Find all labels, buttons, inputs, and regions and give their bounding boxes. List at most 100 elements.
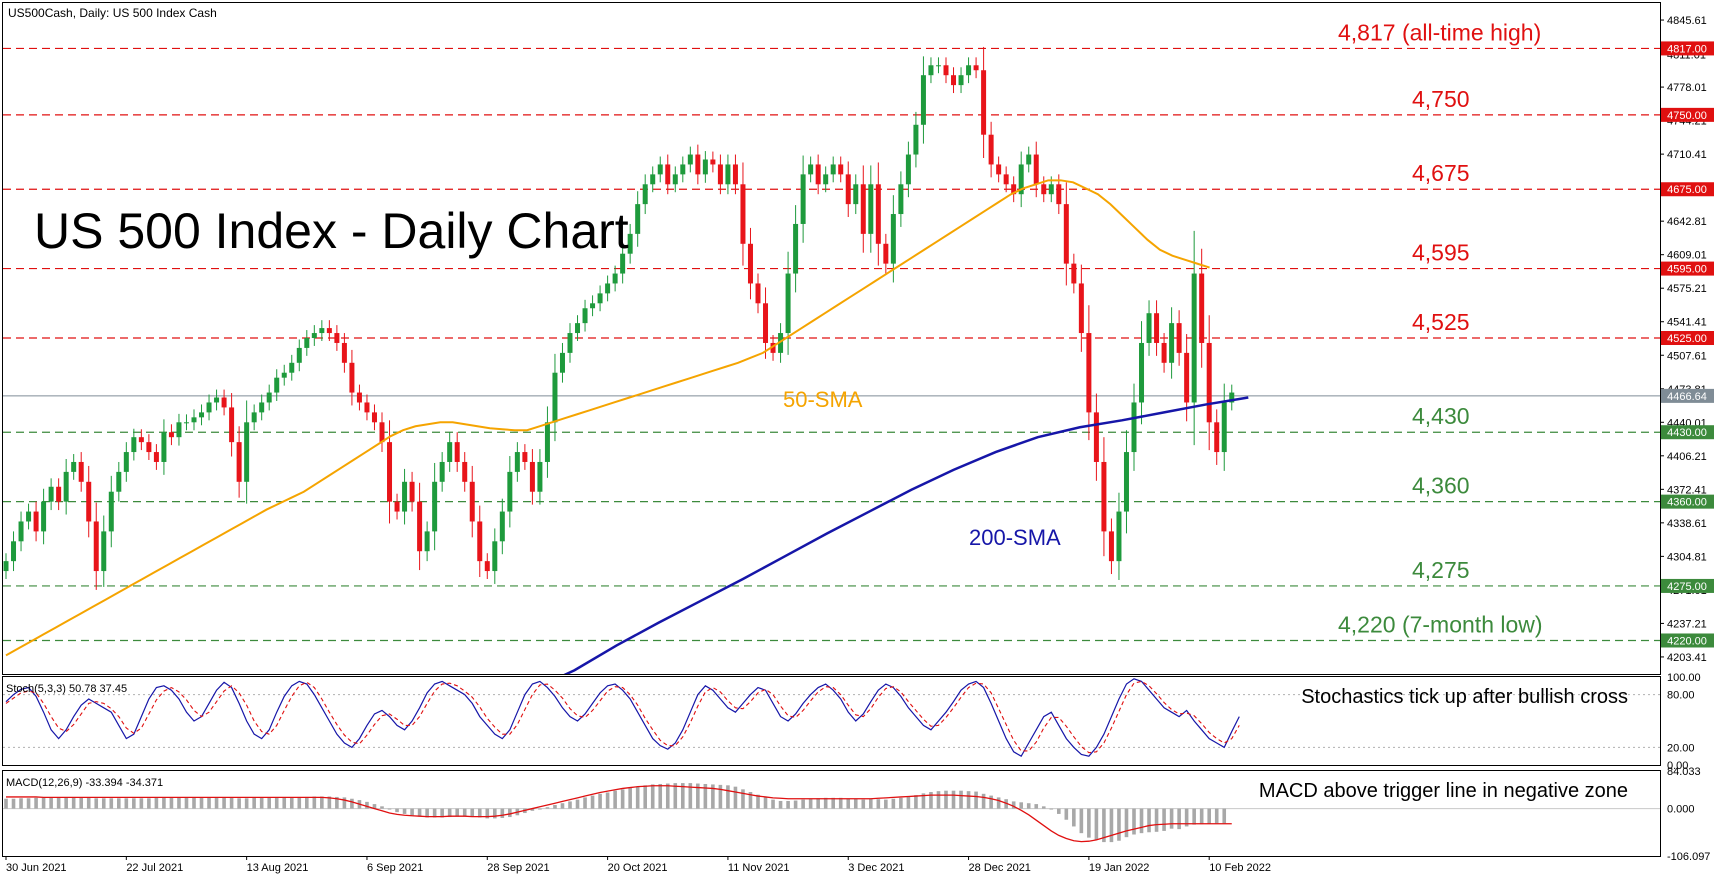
candle-body [1003, 174, 1009, 185]
macd-histogram-bar [305, 796, 309, 809]
macd-histogram-bar [49, 797, 53, 809]
candle-body [702, 159, 708, 175]
macd-axis-label: 84.033 [1667, 766, 1701, 778]
macd-histogram-bar [718, 784, 723, 809]
candle-body [920, 75, 926, 125]
candle-body [1146, 313, 1152, 343]
macd-histogram-bar [335, 796, 339, 809]
macd-histogram-bar [274, 797, 279, 809]
candle-body [349, 362, 355, 393]
macd-histogram-bar [177, 797, 181, 809]
macd-histogram-bar [838, 797, 843, 809]
candle-body [101, 531, 107, 572]
macd-histogram-bar [1026, 803, 1031, 809]
macd-histogram-bar [899, 797, 903, 809]
candle-body [507, 471, 513, 512]
macd-histogram-bar [282, 797, 287, 809]
candle-body [356, 392, 362, 403]
macd-histogram-bar [207, 797, 211, 809]
candle-body [988, 134, 994, 165]
candle-body [1206, 342, 1212, 423]
candle-body [672, 174, 678, 185]
price-axis-label: 4507.61 [1667, 350, 1707, 362]
candle-body [394, 501, 400, 512]
macd-label: MACD(12,26,9) -33.394 -34.371 [6, 777, 163, 789]
macd-histogram-bar [1147, 808, 1151, 833]
candle-body [687, 154, 693, 165]
macd-histogram-bar [605, 792, 610, 809]
level-tag-bg-4817.00 [1661, 41, 1714, 56]
level-tag-4220.00: 4220.00 [1667, 635, 1707, 647]
macd-histogram-bar [568, 801, 572, 809]
macd-histogram-bar [816, 798, 820, 809]
price-axis-label: 4304.81 [1667, 551, 1707, 563]
current-price-tag: 4466.64 [1667, 391, 1707, 403]
stoch-axis-label: 20.00 [1667, 742, 1695, 754]
candle-body [951, 75, 957, 86]
main-pane-frame [2, 2, 1661, 675]
candle-body [612, 273, 618, 284]
candle-body [913, 124, 919, 155]
candle-body [815, 164, 821, 185]
macd-histogram-bar [1139, 808, 1144, 834]
macd-histogram-bar [34, 797, 38, 809]
candle-body [928, 65, 934, 76]
candle-body [808, 164, 814, 175]
level-label-4750.00: 4,750 [1412, 86, 1470, 112]
candle-body [304, 338, 310, 348]
candle-body [890, 214, 896, 264]
candle-body [93, 521, 99, 572]
macd-histogram-bar [575, 799, 580, 809]
macd-histogram-bar [395, 808, 399, 813]
candle-body [251, 412, 257, 423]
candle-body [981, 70, 987, 135]
candle-body [973, 65, 979, 71]
macd-histogram-bar [726, 785, 730, 809]
candle-body [966, 65, 972, 76]
price-axis-label: 4406.21 [1667, 451, 1707, 463]
price-axis-label: 4237.21 [1667, 618, 1707, 630]
macd-histogram-bar [733, 786, 738, 809]
candle-body [958, 75, 964, 86]
candle-body [575, 323, 581, 334]
date-axis-label: 10 Feb 2022 [1209, 862, 1271, 874]
macd-histogram-bar [921, 793, 926, 809]
macd-histogram-bar [741, 789, 745, 809]
macd-histogram-bar [493, 808, 497, 819]
candle-body [883, 243, 889, 264]
macd-histogram-bar [869, 798, 873, 809]
price-axis-label: 4778.01 [1667, 82, 1707, 94]
price-axis-label: 4609.01 [1667, 250, 1707, 262]
sma50-label: 50-SMA [783, 387, 863, 412]
macd-histogram-bar [778, 800, 783, 809]
stoch-pane-frame [2, 676, 1661, 766]
macd-histogram-bar [372, 804, 377, 809]
candle-body [763, 303, 769, 343]
macd-histogram-bar [139, 798, 144, 809]
candle-body [206, 402, 212, 413]
macd-histogram-bar [71, 797, 76, 809]
candle-body [221, 397, 227, 408]
candle-body [364, 402, 370, 413]
macd-histogram-bar [1207, 808, 1211, 824]
macd-histogram-bar [199, 797, 204, 809]
macd-histogram-bar [470, 808, 475, 817]
candle-body [935, 65, 941, 67]
level-tag-bg-4220.00 [1661, 633, 1714, 648]
stoch-label: Stoch(5,3,3) 50.78 37.45 [6, 683, 127, 695]
macd-histogram-bar [1102, 808, 1106, 843]
macd-histogram-bar [1214, 808, 1219, 824]
candle-body [138, 437, 144, 443]
macd-histogram-bar [1117, 808, 1121, 841]
stoch-main-line [5, 678, 1240, 758]
candle-body [1161, 342, 1167, 363]
macd-histogram-bar [147, 798, 151, 809]
candle-body [424, 531, 430, 552]
macd-histogram-bar [876, 799, 881, 809]
level-label-4360.00: 4,360 [1412, 473, 1470, 499]
price-axis-label: 4642.81 [1667, 216, 1707, 228]
candle-body [1078, 283, 1084, 334]
candle-body [334, 333, 340, 343]
candle-body [274, 377, 280, 393]
